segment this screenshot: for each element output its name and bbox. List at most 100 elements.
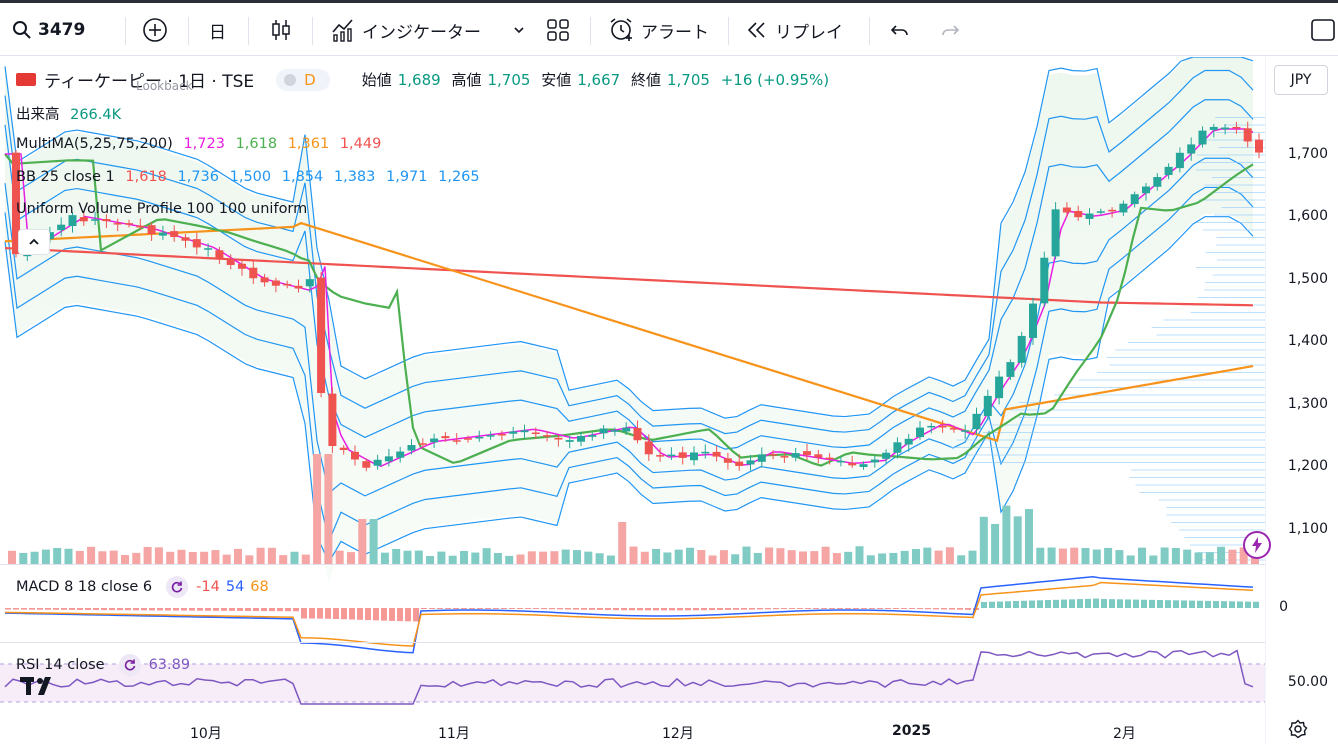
redo-button[interactable] xyxy=(938,13,962,47)
square-icon xyxy=(1310,17,1336,43)
ma200-value: 1,449 xyxy=(340,136,382,152)
candle-body xyxy=(950,428,958,430)
settings-gear-icon[interactable] xyxy=(1288,719,1308,743)
volume-bar xyxy=(1127,555,1135,564)
macd-histogram-bar xyxy=(557,608,563,609)
replay-button[interactable]: リプレイ xyxy=(745,13,843,47)
volume-bar xyxy=(969,551,977,564)
macd-histogram-bar xyxy=(733,608,739,610)
grid-icon xyxy=(546,18,570,42)
candle-body xyxy=(905,439,913,445)
macd-histogram-bar xyxy=(333,608,339,619)
close-label: 終値 xyxy=(631,71,661,89)
price-scale[interactable]: JPY 1,700 1,600 1,500 1,400 1,300 1,200 … xyxy=(1265,57,1338,744)
macd-histogram-bar xyxy=(821,608,827,609)
volume-legend[interactable]: 出来高 266.4K xyxy=(16,103,127,124)
macd-histogram-bar xyxy=(749,608,755,610)
volume-bar xyxy=(652,549,660,564)
volume-profile-bar xyxy=(1199,162,1265,163)
macd-histogram-bar xyxy=(37,608,43,610)
candle-body xyxy=(622,428,630,432)
macd-histogram-bar xyxy=(1157,600,1163,608)
collapse-legend-button[interactable] xyxy=(18,229,50,255)
volume-bar xyxy=(686,548,694,564)
pane-divider[interactable] xyxy=(0,564,1265,565)
symbol-search[interactable]: 3479 xyxy=(12,13,85,47)
alert-button[interactable]: アラート xyxy=(607,13,709,47)
candle-body xyxy=(498,434,506,436)
pane-divider[interactable] xyxy=(0,642,1265,643)
volume-profile-bar xyxy=(1067,387,1265,388)
vp-legend[interactable]: Uniform Volume Profile 100 100 uniform xyxy=(16,201,307,217)
macd-histogram-bar xyxy=(605,608,611,610)
candle-body xyxy=(272,281,280,286)
macd-legend[interactable]: MACD 8 18 close 6 -14 54 68 xyxy=(16,576,275,598)
macd-histogram-bar xyxy=(789,608,795,609)
volume-bar xyxy=(426,556,434,564)
refresh-icon[interactable] xyxy=(119,654,141,676)
macd-histogram-bar xyxy=(45,608,51,610)
indicators-button[interactable]: インジケーター xyxy=(330,13,481,47)
volume-bar xyxy=(1014,516,1022,564)
candle-body xyxy=(1244,128,1252,141)
candle-body xyxy=(306,279,314,286)
candle-body xyxy=(1142,187,1150,194)
high-label: 高値 xyxy=(451,71,481,89)
indicators-dropdown[interactable] xyxy=(512,13,526,47)
candle-body xyxy=(102,219,110,221)
macd-histogram-bar xyxy=(653,608,659,610)
undo-button[interactable] xyxy=(888,13,912,47)
chart-canvas[interactable] xyxy=(0,57,1338,744)
volume-bar xyxy=(110,551,118,564)
candle-body xyxy=(724,458,732,462)
refresh-icon[interactable] xyxy=(166,576,188,598)
volume-profile-bar xyxy=(1166,515,1265,516)
price-tick: 1,300 xyxy=(1288,396,1328,412)
chart-area[interactable]: ティーケーピー · 1日 · TSE D 始値 1,689 高値 1,705 安値 1… xyxy=(0,57,1338,744)
alert-label: アラート xyxy=(641,18,709,43)
macd-histogram-bar xyxy=(1053,600,1059,608)
volume-bar xyxy=(1161,547,1169,564)
candle-body xyxy=(1221,127,1229,129)
volume-profile-bar xyxy=(1166,507,1265,508)
lightning-icon[interactable] xyxy=(1243,531,1271,559)
compare-button[interactable] xyxy=(142,13,168,47)
macd-label: MACD 8 18 close 6 xyxy=(16,579,152,595)
interval-badge[interactable]: D xyxy=(276,69,330,91)
bb-legend[interactable]: BB 25 close 1 1,618 1,736 1,500 1,854 1,… xyxy=(16,169,486,185)
volume-bar xyxy=(1206,552,1214,564)
fullscreen-button[interactable] xyxy=(1310,13,1336,47)
candle-body xyxy=(1052,209,1060,256)
candle-body xyxy=(182,237,190,240)
candle-body xyxy=(961,430,969,432)
symbol-text: 3479 xyxy=(38,20,85,40)
volume-profile-bar xyxy=(1198,297,1265,298)
candle-body xyxy=(328,394,336,446)
volume-bar xyxy=(8,551,16,564)
candle-body xyxy=(803,451,811,455)
volume-profile-bar xyxy=(1135,485,1265,486)
candle-body xyxy=(588,435,596,437)
volume-bar xyxy=(607,556,615,564)
candle-body xyxy=(826,458,834,460)
macd-histogram-bar xyxy=(925,608,931,609)
currency-button[interactable]: JPY xyxy=(1274,65,1328,95)
ma-legend[interactable]: MultiMA(5,25,75,200) 1,723 1,618 1,361 1… xyxy=(16,136,387,152)
macd-histogram-bar xyxy=(365,608,371,620)
volume-profile-bar xyxy=(1139,492,1265,493)
volume-bar xyxy=(912,549,920,564)
chart-type-button[interactable] xyxy=(268,13,294,47)
interval-button[interactable]: 日 xyxy=(209,13,226,47)
macd-histogram-bar xyxy=(885,608,891,609)
volume-profile-bar xyxy=(1159,500,1265,501)
macd-histogram-bar xyxy=(1181,600,1187,608)
tradingview-logo-icon[interactable] xyxy=(20,673,60,701)
volume-profile-bar xyxy=(1217,260,1265,261)
candle-body xyxy=(701,452,709,454)
candle-body xyxy=(882,453,890,459)
candle-body xyxy=(634,428,642,440)
macd-histogram-bar xyxy=(269,608,275,611)
macd-histogram-bar xyxy=(181,608,187,611)
macd-histogram-bar xyxy=(1069,599,1075,608)
templates-button[interactable] xyxy=(546,13,570,47)
